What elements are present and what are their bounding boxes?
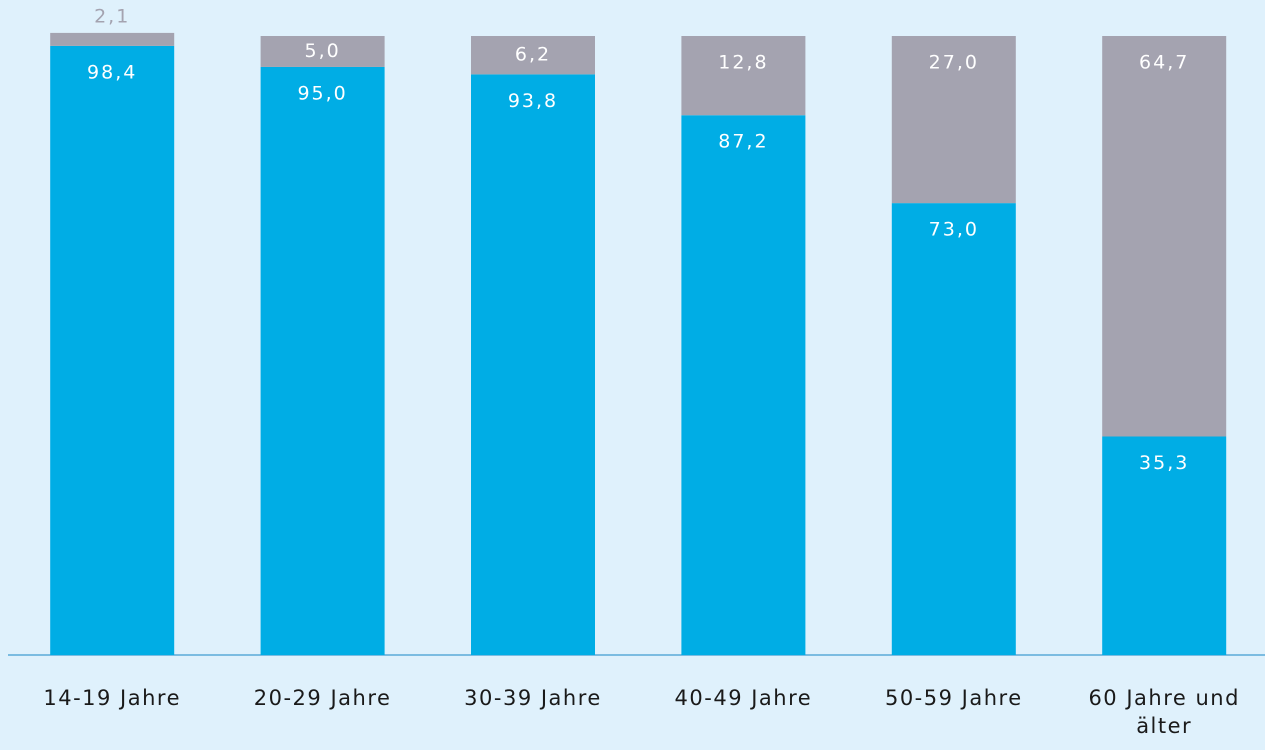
x-tick-label: 20-29 Jahre [253,686,392,710]
bar-segment [50,32,175,46]
value-label: 35,3 [1139,452,1189,474]
value-label: 98,4 [87,61,137,83]
value-label: 64,7 [1139,52,1189,74]
bar-segment [891,203,1016,655]
value-label: 2,1 [94,5,130,27]
bar-segment [50,45,175,656]
bar-segment [260,66,385,655]
x-tick-label: 60 Jahre und älter [1088,686,1240,738]
value-label: 93,8 [508,90,558,112]
bar-segment [471,36,595,75]
value-label: 12,8 [718,52,768,74]
bar-segment [471,74,595,656]
value-label: 5,0 [304,40,340,62]
bar-segment [1102,436,1227,655]
x-tick-label: 30-39 Jahre [464,686,602,710]
bar-segment [260,36,385,67]
x-tick-label: 40-49 Jahre [674,686,813,710]
value-label: 87,2 [718,131,768,153]
bar-segment [681,36,806,116]
bar-segment [1102,36,1227,437]
bar-segment [891,36,1016,204]
x-tick-label: 14-19 Jahre [43,686,182,710]
value-label: 6,2 [515,44,551,66]
bar-segment [681,115,806,656]
value-label: 27,0 [929,52,979,74]
value-label: 73,0 [929,219,979,241]
value-label: 95,0 [297,82,347,104]
x-tick-label: 50-59 Jahre [884,686,1023,710]
